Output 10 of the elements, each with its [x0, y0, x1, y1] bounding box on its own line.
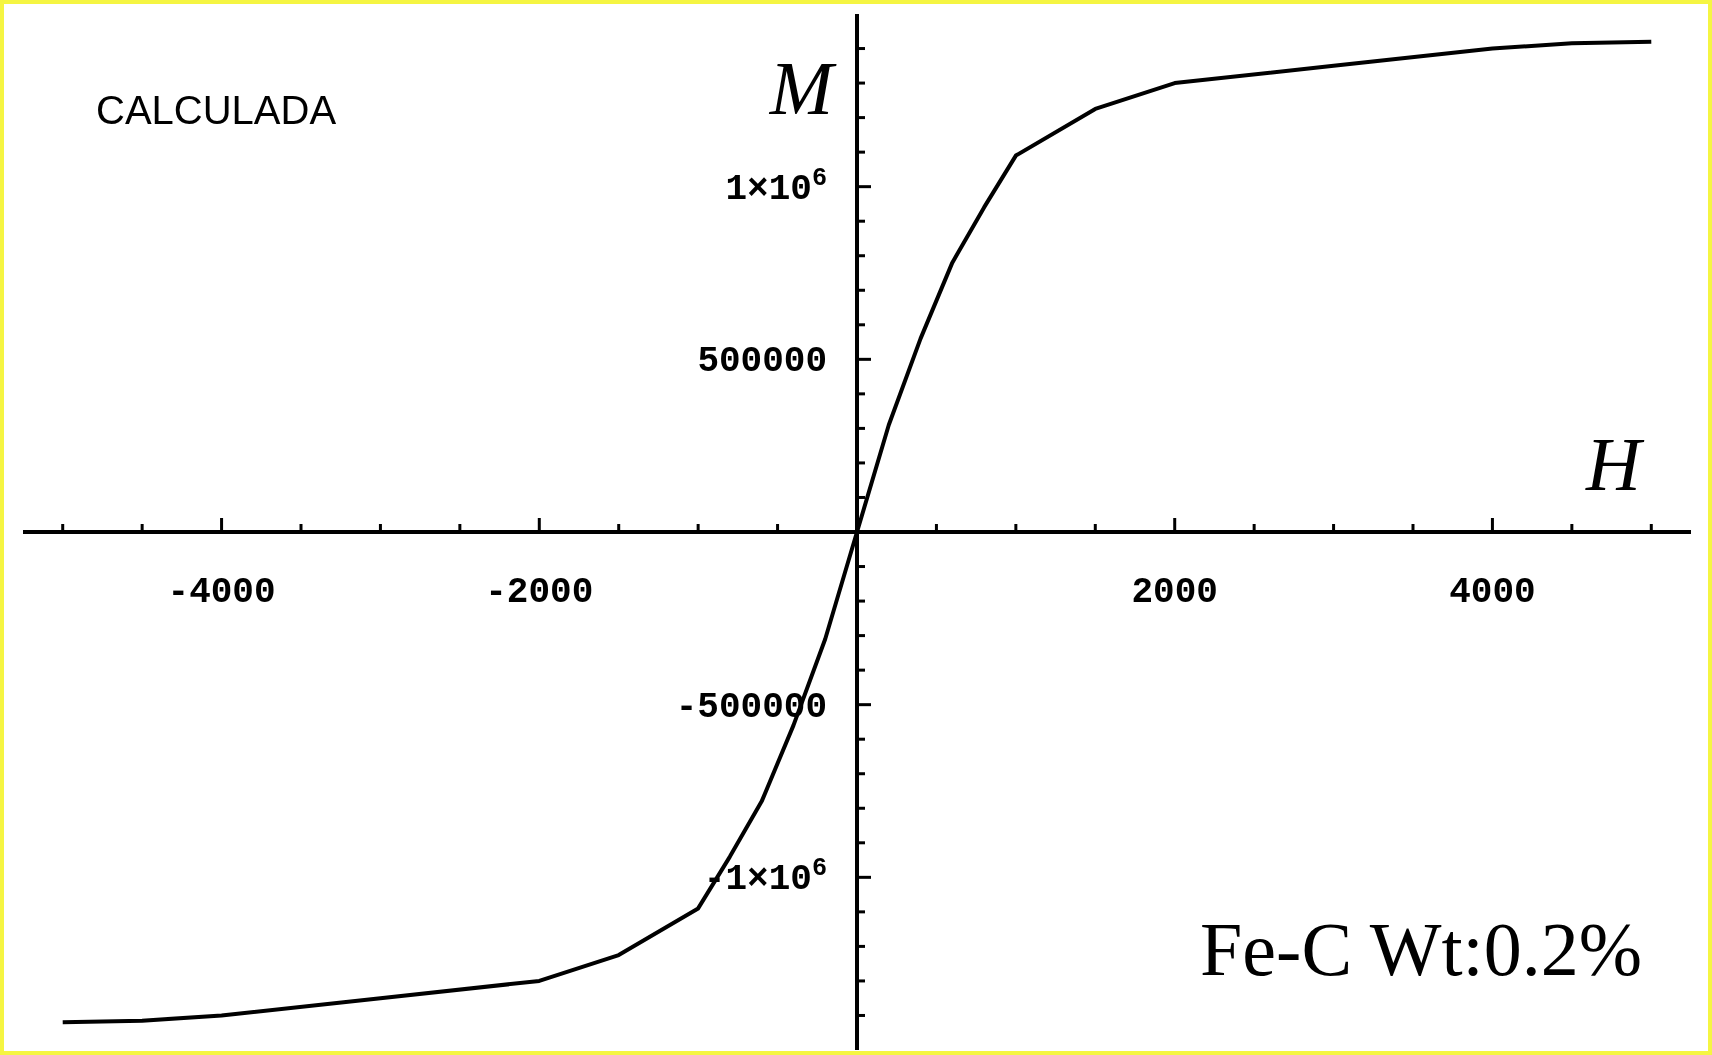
y-tick-label: 1×10$^{6}$ [725, 163, 827, 210]
x-tick-label: -2000 [485, 572, 594, 613]
annotation: CALCULADA [96, 88, 337, 132]
y-tick-label: 500000 [697, 341, 827, 383]
y-axis-title: M [768, 46, 837, 130]
annotation: Fe-C Wt:0.2% [1200, 907, 1642, 991]
x-tick-label: -4000 [167, 572, 276, 613]
x-tick-label: 2000 [1131, 572, 1218, 613]
x-tick-label: 4000 [1449, 572, 1536, 613]
x-axis-title: H [1585, 422, 1646, 506]
